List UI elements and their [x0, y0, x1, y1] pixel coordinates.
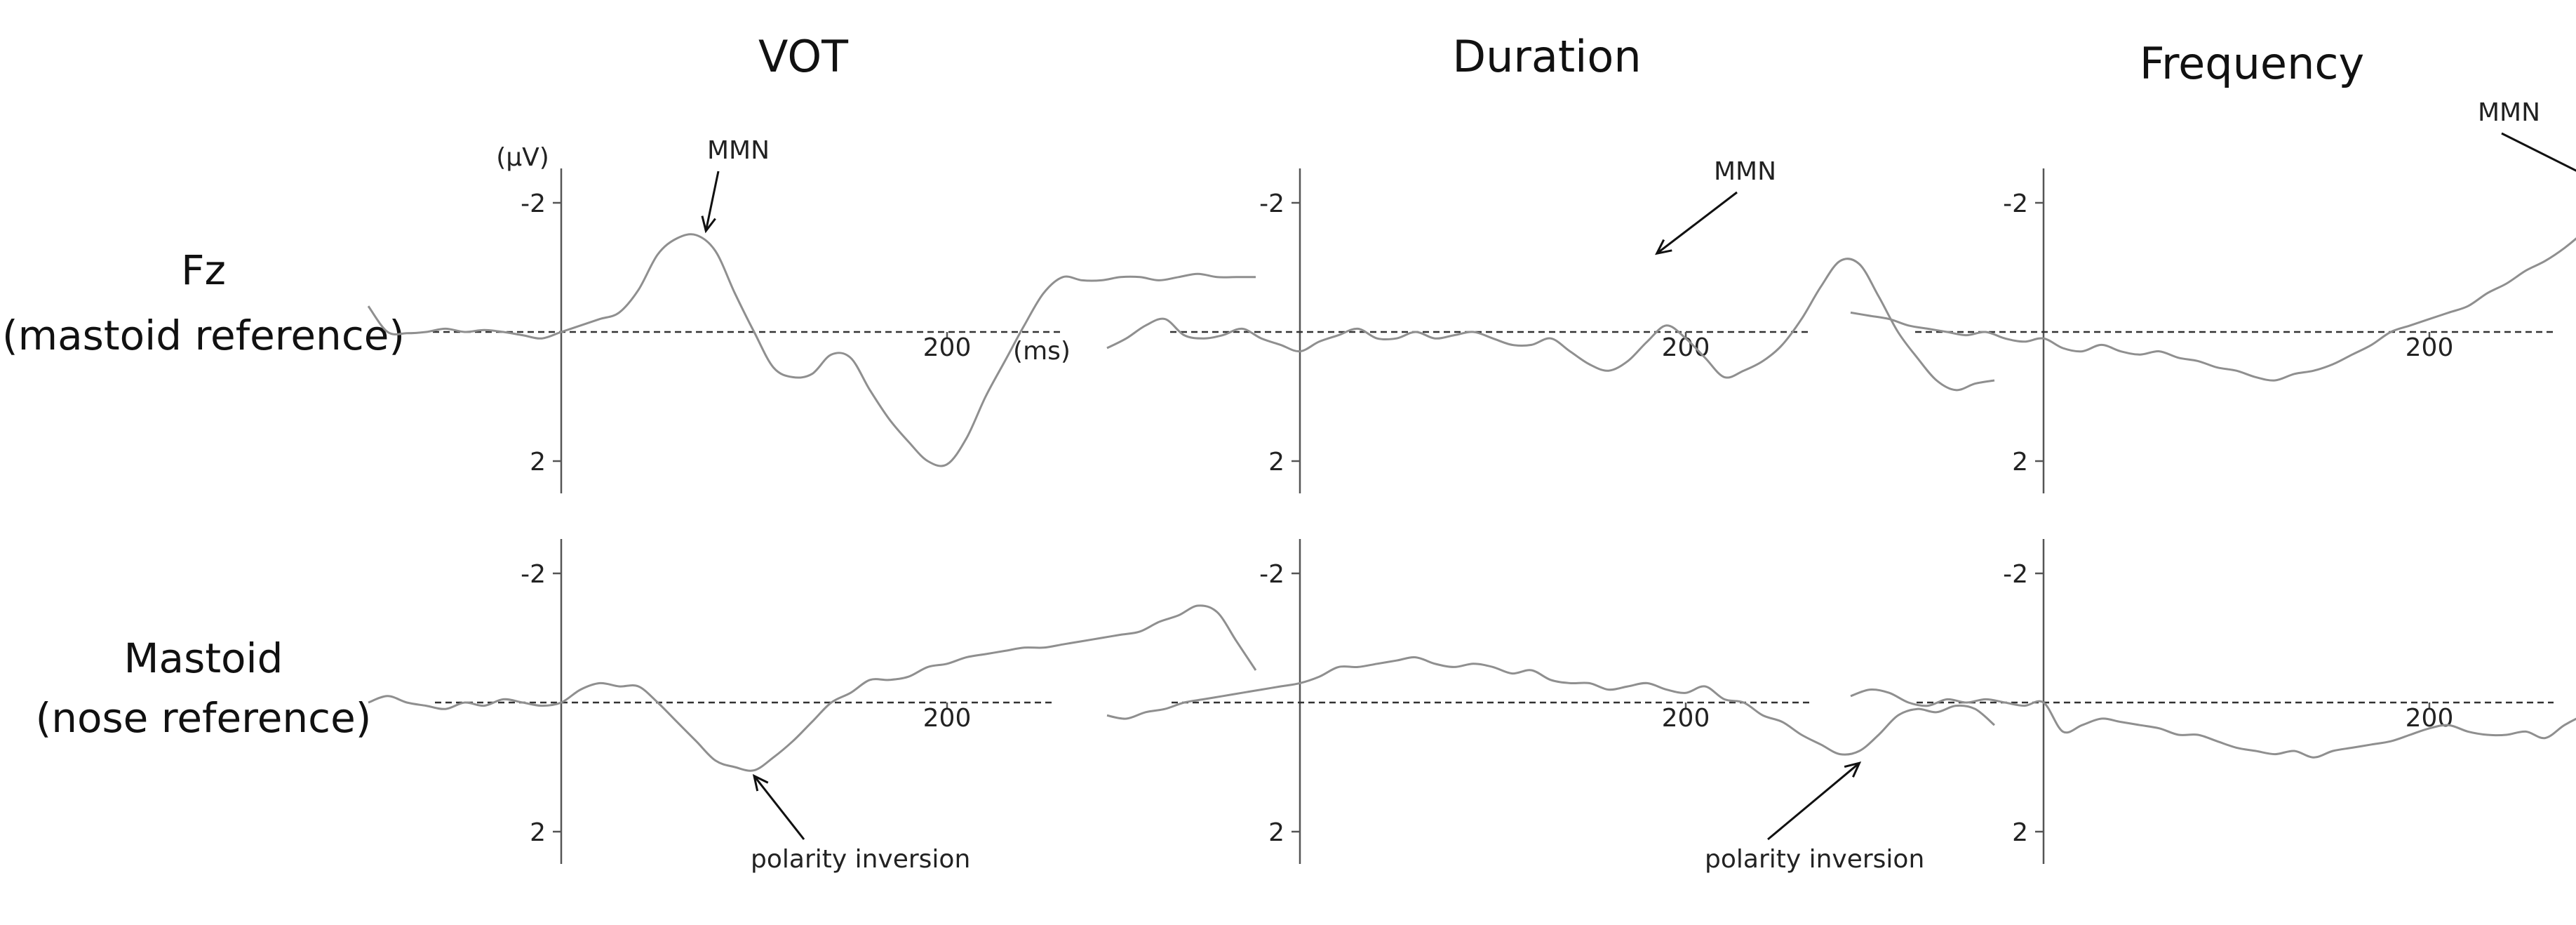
x-tick-label: 200 [1662, 704, 1710, 733]
erp-waveform [1850, 237, 2576, 382]
annotation-arrow [1767, 762, 1860, 841]
y-tick-label: 2 [2012, 818, 2028, 847]
y-tick-label: -2 [521, 560, 546, 589]
erp-waveform [1106, 258, 1995, 392]
row-label-fz: Fz [181, 246, 226, 294]
annotation-label: polarity inversion [1705, 845, 1924, 874]
erp-panel-1: -2 2 200 MMN [367, 136, 1256, 493]
y-tick-label: -2 [1259, 189, 1284, 218]
annotation-arrow [753, 775, 805, 840]
annotation-arrowhead [1844, 761, 1862, 778]
row-label-mastoid: Mastoid [124, 634, 283, 682]
y-tick-label: -2 [2003, 560, 2028, 589]
erp-waveform [1106, 656, 1995, 756]
row-label-fz-reference: (mastoid reference) [2, 312, 405, 359]
annotation-label: MMN [707, 136, 770, 165]
row-label-mastoid-reference: (nose reference) [36, 694, 372, 742]
annotation-arrow [1656, 191, 1738, 255]
x-tick-label: 200 [2406, 333, 2454, 362]
annotation-label: MMN [2478, 98, 2540, 127]
annotation-arrowhead [701, 215, 716, 234]
annotation-arrowhead [1655, 239, 1672, 255]
column-title-vot: VOT [758, 31, 849, 82]
x-tick-label: 200 [923, 333, 972, 362]
panels-group: -2 2 200 MMN -2 2 200 MMN -2 2 200 MMN -2 2 200 polarit… [367, 98, 2576, 874]
x-tick-label: 200 [923, 704, 972, 733]
y-tick-label: -2 [521, 189, 546, 218]
y-tick-label: 2 [1268, 448, 1284, 477]
annotation-arrow [2501, 132, 2576, 172]
erp-waveform [1850, 688, 2576, 759]
erp-panel-3: -2 2 200 MMN [1850, 98, 2576, 493]
y-tick-label: -2 [1259, 560, 1284, 589]
y-tick-label: -2 [2003, 189, 2028, 218]
y-unit-label: (µV) [496, 143, 549, 172]
erp-panel-4: -2 2 200 polarity inversion [368, 539, 1257, 874]
x-unit-label: (ms) [1013, 337, 1071, 366]
annotation-arrow [704, 171, 720, 232]
annotation-arrowhead [752, 773, 769, 792]
y-tick-label: 2 [530, 818, 546, 847]
column-title-duration: Duration [1452, 31, 1641, 82]
y-tick-label: 2 [530, 448, 546, 477]
erp-panel-5: -2 2 200 polarity inversion [1106, 539, 1995, 874]
erp-waveform [368, 604, 1257, 772]
erp-waveform [367, 233, 1256, 467]
annotation-label: polarity inversion [751, 845, 970, 874]
annotation-label: MMN [1714, 157, 1776, 186]
y-tick-label: 2 [1268, 818, 1284, 847]
y-tick-label: 2 [2012, 448, 2028, 477]
column-title-frequency: Frequency [2140, 38, 2364, 89]
